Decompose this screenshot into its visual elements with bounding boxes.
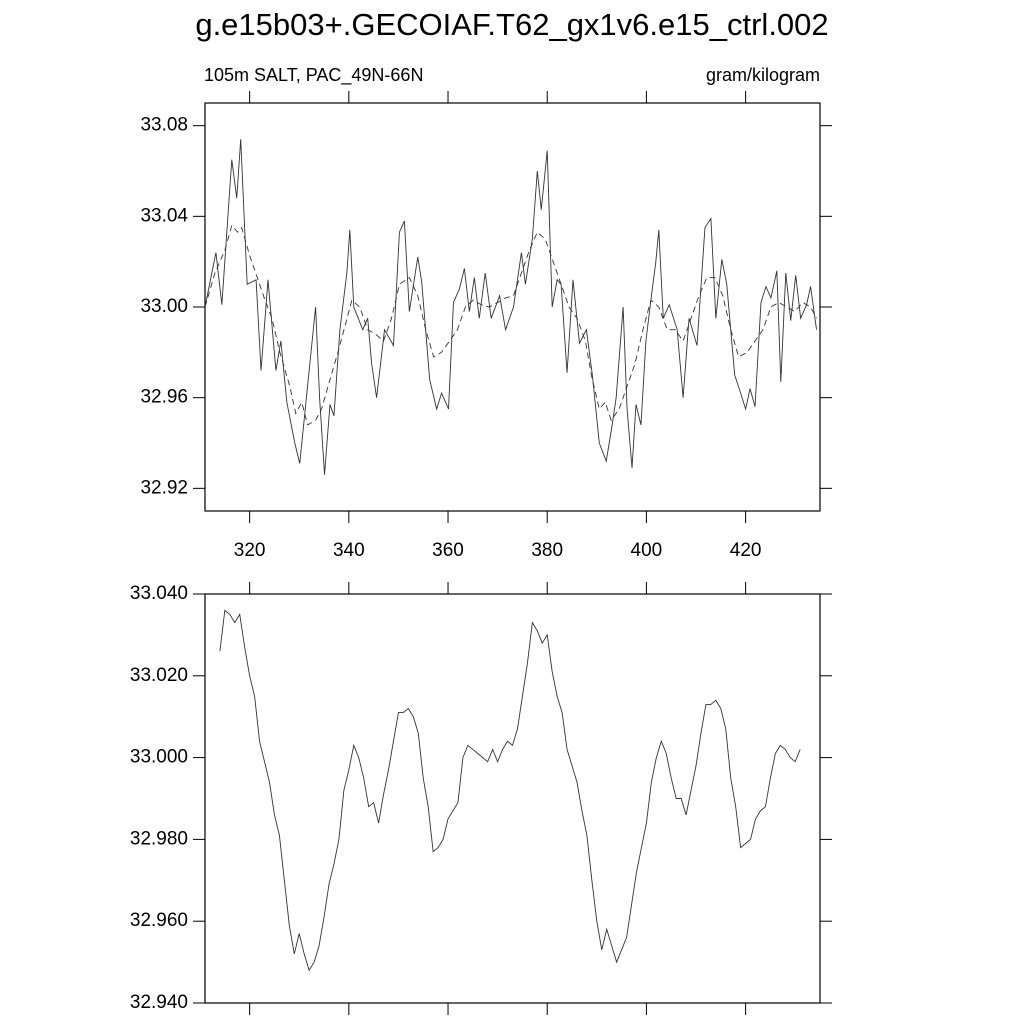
x-tick-label: 360 bbox=[432, 540, 464, 561]
unit-label: gram/kilogram bbox=[706, 65, 820, 85]
y-tick-label: 32.960 bbox=[130, 910, 188, 931]
data-line bbox=[204, 139, 817, 475]
x-tick-label: 400 bbox=[631, 540, 663, 561]
y-tick-label: 33.000 bbox=[130, 747, 188, 768]
data-line bbox=[219, 609, 801, 972]
y-tick-label: 32.940 bbox=[130, 992, 188, 1013]
smoothed-line bbox=[204, 224, 817, 426]
y-tick-label: 33.04 bbox=[140, 205, 188, 226]
x-tick-label: 320 bbox=[234, 540, 266, 561]
y-tick-label: 32.92 bbox=[140, 477, 188, 498]
x-tick-label: 340 bbox=[333, 540, 365, 561]
y-tick-label: 33.00 bbox=[140, 296, 188, 317]
y-tick-label: 33.040 bbox=[130, 583, 188, 604]
y-tick-label: 33.020 bbox=[130, 665, 188, 686]
x-tick-label: 420 bbox=[730, 540, 762, 561]
y-tick-label: 32.980 bbox=[130, 828, 188, 849]
y-tick-label: 32.96 bbox=[140, 387, 188, 408]
figure-title: g.e15b03+.GECOIAF.T62_gx1v6.e15_ctrl.002 bbox=[195, 7, 828, 42]
x-tick-label: 380 bbox=[531, 540, 563, 561]
panel-label: 105m SALT, PAC_49N-66N bbox=[204, 65, 423, 86]
y-tick-label: 33.08 bbox=[140, 115, 188, 136]
plot-frame bbox=[204, 102, 821, 512]
plot-frame bbox=[204, 593, 821, 1004]
